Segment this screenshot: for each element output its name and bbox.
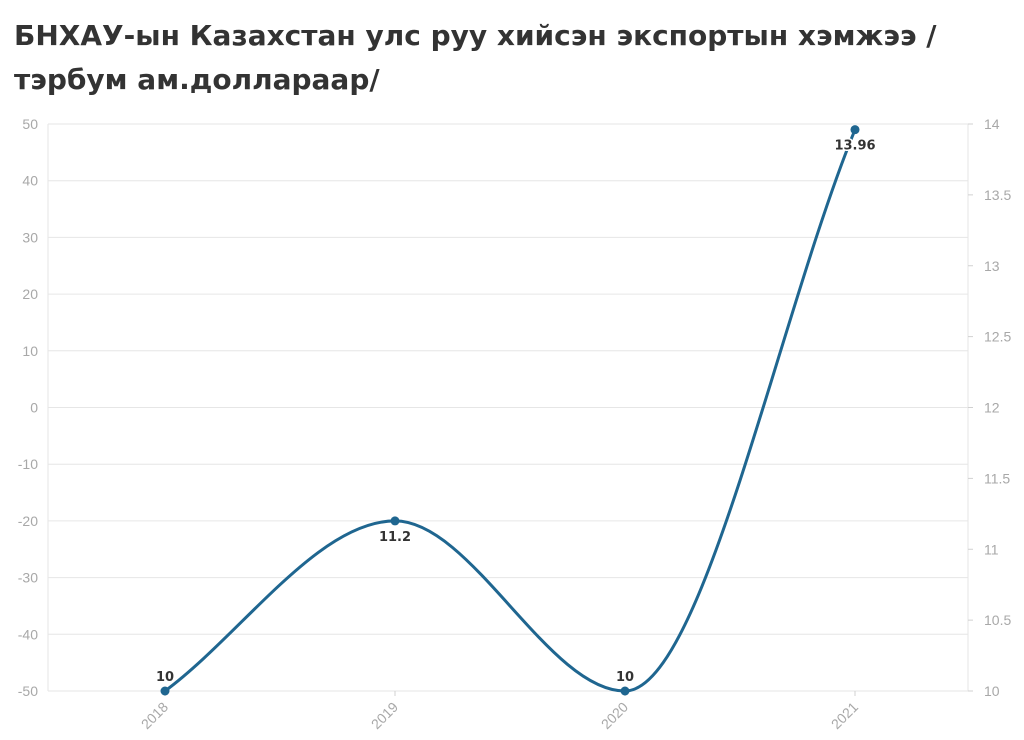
left-tick-label: 50 bbox=[22, 116, 38, 132]
data-point bbox=[850, 125, 860, 135]
left-y-axis: 50 40 30 20 10 0 -10 -20 -30 -40 -50 bbox=[18, 116, 38, 699]
data-label: 10 bbox=[616, 670, 634, 685]
right-tick-label: 10.5 bbox=[984, 612, 1011, 628]
left-tick-label: 20 bbox=[22, 286, 38, 302]
right-tick-label: 14 bbox=[984, 116, 1000, 132]
data-point bbox=[620, 686, 630, 696]
data-points bbox=[160, 125, 860, 696]
data-label: 10 bbox=[156, 670, 174, 685]
chart-title: БНХАУ-ын Казахстан улс руу хийсэн экспор… bbox=[14, 19, 937, 96]
left-tick-label: -10 bbox=[18, 456, 38, 472]
gridlines bbox=[47, 123, 969, 692]
series-line bbox=[163, 128, 857, 693]
data-point bbox=[390, 516, 400, 526]
left-tick-label: 10 bbox=[22, 343, 38, 359]
right-tick-label: 12 bbox=[984, 400, 1000, 416]
data-point bbox=[160, 686, 170, 696]
x-tick-label: 2021 bbox=[828, 699, 861, 732]
right-tick-label: 11.5 bbox=[984, 470, 1010, 486]
x-tick-label: 2020 bbox=[598, 699, 631, 732]
x-tick-label: 2018 bbox=[138, 699, 171, 732]
left-tick-label: -20 bbox=[18, 513, 38, 529]
left-tick-label: 40 bbox=[22, 173, 38, 189]
data-labels: 10 11.2 10 13.96 bbox=[154, 137, 877, 686]
right-tick-label: 11 bbox=[984, 541, 999, 557]
left-tick-label: 30 bbox=[22, 229, 38, 245]
right-tick-label: 13.5 bbox=[984, 187, 1011, 203]
left-tick-label: -40 bbox=[18, 626, 38, 642]
right-y-axis: 14 13.5 13 12.5 12 11.5 11 10.5 10 bbox=[968, 116, 1011, 699]
x-tick-label: 2019 bbox=[368, 699, 401, 732]
right-tick-label: 13 bbox=[984, 258, 1000, 274]
data-label: 13.96 bbox=[834, 139, 875, 154]
series-line-group bbox=[163, 128, 857, 693]
left-tick-label: 0 bbox=[30, 400, 38, 416]
right-tick-label: 12.5 bbox=[984, 329, 1011, 345]
left-tick-label: -50 bbox=[18, 683, 38, 699]
left-tick-label: -30 bbox=[18, 570, 38, 586]
x-axis: 2018 2019 2020 2021 bbox=[138, 691, 861, 732]
right-tick-label: 10 bbox=[984, 683, 1000, 699]
data-label: 11.2 bbox=[379, 530, 411, 545]
